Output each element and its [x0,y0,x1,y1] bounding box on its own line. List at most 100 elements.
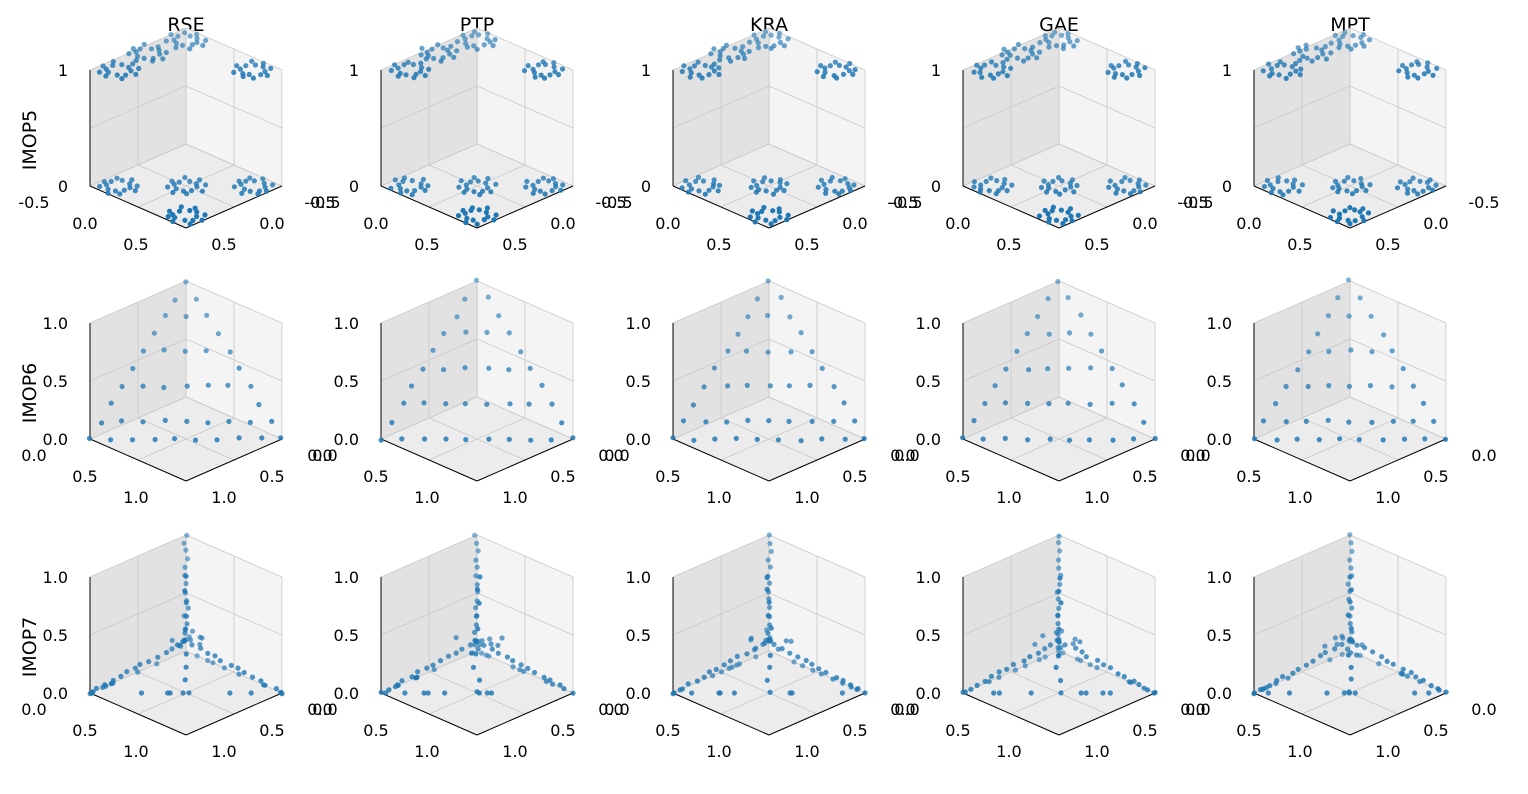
data-point [1352,690,1358,696]
data-point [846,68,853,74]
data-point [1087,401,1093,407]
data-point [542,61,549,68]
data-point [690,402,697,408]
data-point [818,671,825,677]
data-point [199,217,205,223]
data-point [248,383,254,389]
data-point [471,43,477,49]
data-point [114,72,120,78]
data-point [725,383,731,389]
column-title-ptp: PTP [460,14,495,36]
data-point [517,667,523,673]
data-point [198,645,204,651]
data-point [270,182,276,188]
data-point [493,212,499,218]
data-point [770,191,777,197]
data-point [1251,436,1258,442]
data-point [755,215,761,221]
subplot-imop5-kra: -0.5 0.0 0.5 -0.5 0.0 0.5 0 1 [601,27,919,254]
data-point [183,573,189,579]
data-point [1401,436,1408,442]
data-point [785,36,791,42]
data-point [184,532,190,538]
y-axis-line [476,692,574,736]
data-point [521,668,527,675]
data-point [484,690,490,696]
y-tick-label: 0.0 [598,700,623,719]
data-point [119,62,125,68]
data-point [1297,57,1303,63]
data-point [1289,64,1295,70]
data-point [1304,55,1310,61]
data-point [403,72,409,78]
data-point [768,32,774,38]
data-point [1332,32,1338,39]
grid-line [672,592,770,636]
y-tick-label: 1.0 [1084,742,1109,761]
data-point [474,564,480,570]
z-tick-label: 1.0 [626,568,651,587]
data-point [180,42,186,48]
data-point [217,658,223,664]
data-point [435,42,441,48]
data-point [1049,33,1055,39]
data-point [110,62,116,68]
data-point [688,186,695,192]
data-point [105,69,111,75]
data-point [1136,681,1142,688]
data-point [1405,74,1411,80]
data-point [1111,74,1117,80]
data-point [1296,188,1302,194]
x-tick-label: 1.0 [996,742,1021,761]
data-point [1347,205,1353,211]
data-point [1268,190,1274,196]
grid-line [962,280,1060,324]
data-point [1050,178,1056,184]
data-point [172,436,178,442]
data-point [418,60,424,66]
z-tick-label: 1 [1222,61,1232,80]
data-point [1297,48,1303,54]
data-point [1389,384,1395,390]
data-point [1299,182,1305,188]
column-title-gae: GAE [1039,14,1079,36]
data-point [467,179,474,185]
data-point [787,650,793,656]
data-point [1057,575,1063,581]
data-point [454,48,460,54]
data-point [821,181,827,187]
x-tick-label: 0.0 [604,700,629,719]
z-tick-label: 0.0 [1207,684,1232,703]
data-point [1294,436,1300,442]
data-point [1369,419,1375,425]
data-point [841,400,847,406]
data-point [995,71,1001,77]
data-point [1264,177,1270,184]
x-tick-label: 0.0 [945,214,970,233]
data-point [1409,62,1415,68]
data-point [1390,418,1396,424]
data-point [1273,401,1279,407]
subplot-imop7-mpt: 0.00.51.00.00.51.00.00.51.0 [1185,532,1497,761]
y-tick-label: -0.5 [304,193,335,212]
data-point [755,45,762,51]
data-point [471,629,478,636]
data-point [476,32,482,38]
subplot-imop7-ptp: 0.00.51.00.00.51.00.00.51.0 [312,532,624,761]
data-point [527,365,533,371]
data-point [1021,658,1027,664]
data-point [431,667,437,673]
data-point [760,179,766,185]
data-point [479,638,485,644]
data-point [136,65,142,72]
data-point [699,75,705,81]
data-point [1025,437,1031,443]
data-point [740,51,747,57]
data-point [1105,69,1111,75]
data-point [1353,188,1360,194]
data-point [468,650,474,656]
data-point [1424,64,1430,70]
data-point [108,437,114,443]
z-tick-label: 0.5 [916,626,941,645]
grid-line [380,338,478,382]
